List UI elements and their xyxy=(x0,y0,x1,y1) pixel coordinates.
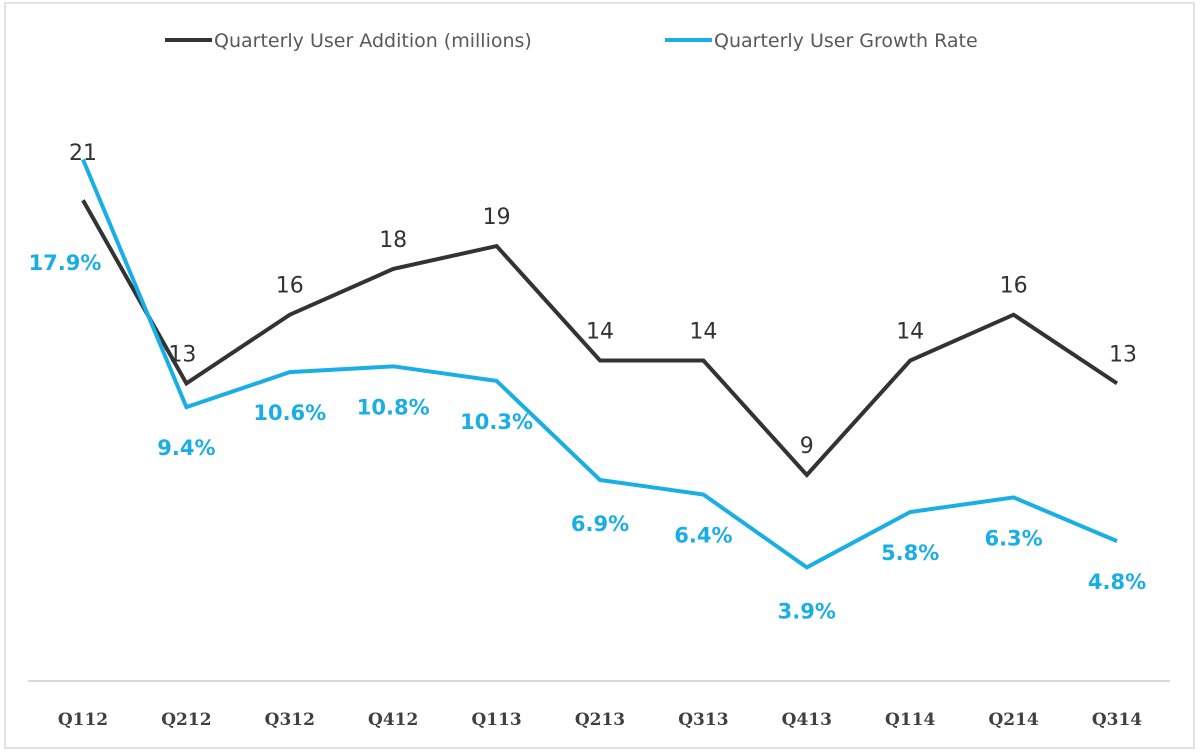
chart-frame xyxy=(4,2,1195,749)
x-tick-label: Q214 xyxy=(988,710,1038,730)
x-tick-label: Q314 xyxy=(1092,710,1142,730)
data-label-user-addition: 18 xyxy=(379,228,407,253)
data-label-growth-rate: 4.8% xyxy=(1088,570,1146,594)
data-label-user-addition: 13 xyxy=(168,342,196,367)
data-label-growth-rate: 3.9% xyxy=(778,599,836,623)
series-lines xyxy=(81,158,1119,570)
data-label-growth-rate: 6.3% xyxy=(984,526,1042,550)
legend-item-growth-rate[interactable]: Quarterly User Growth Rate xyxy=(665,30,978,52)
data-label-growth-rate: 6.4% xyxy=(674,524,732,548)
data-label-growth-rate: 10.8% xyxy=(357,395,430,419)
x-tick-label: Q113 xyxy=(471,710,521,730)
data-label-user-addition: 16 xyxy=(276,274,304,299)
data-label-user-addition: 21 xyxy=(69,141,97,166)
data-label-user-addition: 13 xyxy=(1109,342,1137,367)
data-label-user-addition: 19 xyxy=(483,205,511,230)
legend-label-user-addition: Quarterly User Addition (millions) xyxy=(214,30,532,52)
data-label-user-addition: 14 xyxy=(689,320,717,345)
x-tick-label: Q413 xyxy=(782,710,832,730)
data-label-growth-rate: 10.6% xyxy=(253,401,326,425)
legend-item-user-addition[interactable]: Quarterly User Addition (millions) xyxy=(165,30,532,52)
x-tick-label: Q412 xyxy=(368,710,418,730)
x-tick-label: Q112 xyxy=(58,710,108,730)
data-label-growth-rate: 10.3% xyxy=(460,410,533,434)
data-label-growth-rate: 5.8% xyxy=(881,541,939,565)
data-label-growth-rate: 17.9% xyxy=(29,251,102,275)
legend-label-growth-rate: Quarterly User Growth Rate xyxy=(714,30,978,52)
x-tick-label: Q212 xyxy=(161,710,211,730)
data-label-user-addition: 9 xyxy=(800,434,814,459)
x-axis-ticks: Q112 Q212 Q312 Q412 Q113 Q213 Q313 Q413 Q114 Q214… xyxy=(58,710,1142,730)
legend: Quarterly User Addition (millions) Quart… xyxy=(165,30,978,52)
series-line-growth-rate xyxy=(81,158,1118,570)
x-tick-label: Q213 xyxy=(575,710,625,730)
x-tick-label: Q114 xyxy=(885,710,935,730)
x-tick-label: Q313 xyxy=(678,710,728,730)
data-label-growth-rate: 6.9% xyxy=(571,512,629,536)
data-label-growth-rate: 9.4% xyxy=(157,436,215,460)
data-labels: 21 13 16 18 19 14 14 9 14 16 13 17.9% 9.4% 10.6% 10.8%… xyxy=(29,141,1147,623)
data-label-user-addition: 16 xyxy=(1000,274,1028,299)
data-label-user-addition: 14 xyxy=(586,320,614,345)
data-label-user-addition: 14 xyxy=(896,320,924,345)
x-tick-label: Q312 xyxy=(265,710,315,730)
